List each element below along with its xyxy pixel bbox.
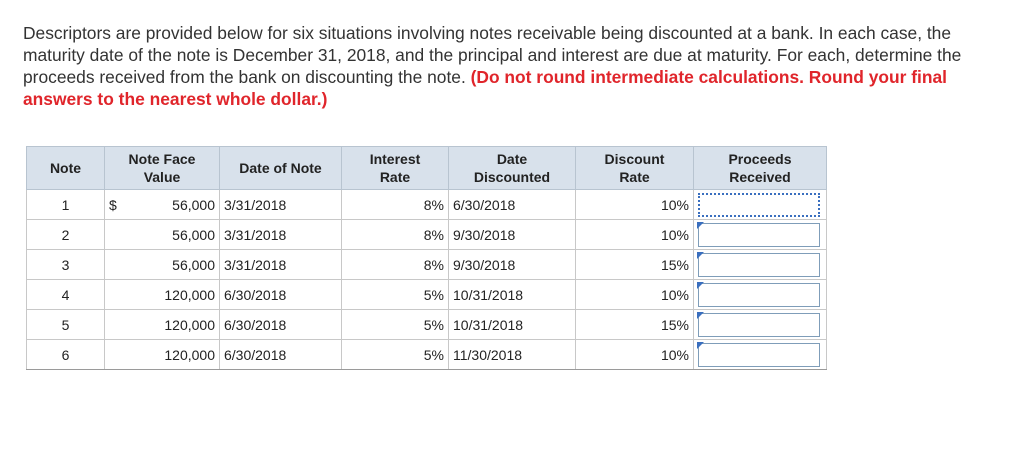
cell-interest-rate: 5% [341,309,449,340]
face-value: 120,000 [164,286,215,303]
cell-date-of-note: 6/30/2018 [219,339,342,370]
cell-proceeds [693,249,827,280]
flag-marker-icon [697,341,704,349]
instructions-text: Descriptors are provided below for six s… [23,22,998,110]
cell-note: 1 [26,189,105,220]
cell-note: 4 [26,279,105,310]
header-face-value: Note Face Value [104,146,220,190]
face-value: 56,000 [172,256,215,273]
cell-date-discounted: 11/30/2018 [448,339,576,370]
cell-interest-rate: 8% [341,219,449,250]
face-value: 120,000 [164,346,215,363]
header-date-discounted: Date Discounted [448,146,576,190]
proceeds-input-6[interactable] [698,342,820,367]
face-value: 56,000 [172,226,215,243]
cell-proceeds [693,309,827,340]
cell-note: 5 [26,309,105,340]
proceeds-input-3[interactable] [698,252,820,277]
cell-discount-rate: 15% [575,309,694,340]
cell-interest-rate: 5% [341,339,449,370]
face-value: 56,000 [172,196,215,213]
table-row: 2 56,000 3/31/2018 8% 9/30/2018 10% [26,219,827,250]
cell-discount-rate: 10% [575,219,694,250]
cell-face-value: 120,000 [104,339,220,370]
currency-symbol: $ [109,196,117,213]
cell-interest-rate: 8% [341,249,449,280]
cell-proceeds [693,219,827,250]
cell-proceeds [693,279,827,310]
cell-note: 3 [26,249,105,280]
cell-proceeds [693,339,827,370]
header-date-discounted-label: Date Discounted [473,151,551,185]
cell-date-discounted: 10/31/2018 [448,279,576,310]
notes-table: Note Note Face Value Date of Note Intere… [26,146,827,370]
header-proceeds-label: Proceeds Received [728,151,792,185]
flag-marker-icon [697,251,704,259]
cell-interest-rate: 8% [341,189,449,220]
header-interest-rate: Interest Rate [341,146,449,190]
cell-proceeds [693,189,827,220]
face-value: 120,000 [164,316,215,333]
cell-discount-rate: 10% [575,189,694,220]
flag-marker-icon [697,311,704,319]
cell-note: 6 [26,339,105,370]
table-row: 3 56,000 3/31/2018 8% 9/30/2018 15% [26,249,827,280]
table-header-row: Note Note Face Value Date of Note Intere… [26,146,827,190]
table-row: 4 120,000 6/30/2018 5% 10/31/2018 10% [26,279,827,310]
proceeds-input-1[interactable] [698,192,820,217]
flag-marker-icon [697,281,704,289]
cell-date-discounted: 10/31/2018 [448,309,576,340]
header-interest-rate-label: Interest Rate [369,151,421,185]
cell-interest-rate: 5% [341,279,449,310]
cell-date-discounted: 6/30/2018 [448,189,576,220]
proceeds-input-5[interactable] [698,312,820,337]
cell-discount-rate: 10% [575,279,694,310]
cell-date-of-note: 3/31/2018 [219,189,342,220]
table-row: 6 120,000 6/30/2018 5% 11/30/2018 10% [26,339,827,370]
header-note: Note [26,146,105,190]
cell-date-of-note: 6/30/2018 [219,279,342,310]
header-proceeds: Proceeds Received [693,146,827,190]
header-discount-rate-label: Discount Rate [604,151,665,185]
table-row: 5 120,000 6/30/2018 5% 10/31/2018 15% [26,309,827,340]
cell-note: 2 [26,219,105,250]
cell-discount-rate: 10% [575,339,694,370]
proceeds-input-4[interactable] [698,282,820,307]
header-face-value-label: Note Face Value [128,151,196,185]
instructions-emphasis: (Do not round intermediate calculations.… [23,67,947,109]
cell-date-discounted: 9/30/2018 [448,249,576,280]
cell-date-of-note: 3/31/2018 [219,219,342,250]
instructions-main: Descriptors are provided below for six s… [23,23,962,87]
proceeds-input-2[interactable] [698,222,820,247]
cell-face-value: 56,000 [104,219,220,250]
table-row: 1 $56,000 3/31/2018 8% 6/30/2018 10% [26,189,827,220]
cell-discount-rate: 15% [575,249,694,280]
cell-date-discounted: 9/30/2018 [448,219,576,250]
cell-face-value: 56,000 [104,249,220,280]
cell-face-value: 120,000 [104,279,220,310]
header-discount-rate: Discount Rate [575,146,694,190]
cell-date-of-note: 3/31/2018 [219,249,342,280]
cell-face-value: $56,000 [104,189,220,220]
header-date-of-note: Date of Note [219,146,342,190]
flag-marker-icon [697,221,704,229]
cell-face-value: 120,000 [104,309,220,340]
cell-date-of-note: 6/30/2018 [219,309,342,340]
